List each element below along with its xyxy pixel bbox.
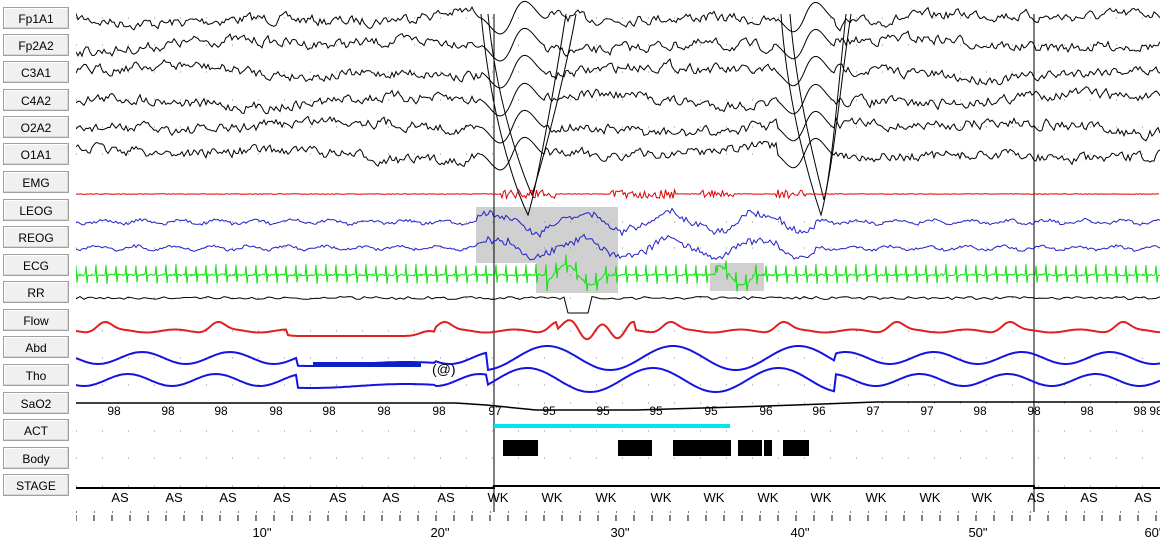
stage-label: WK — [651, 490, 672, 505]
channel-label-ecg[interactable]: ECG — [3, 254, 69, 276]
stage-label: WK — [866, 490, 887, 505]
apnea-event-marker — [313, 362, 421, 367]
stage-label: AS — [382, 490, 400, 505]
stage-label: WK — [758, 490, 779, 505]
sao2-value: 97 — [866, 404, 880, 418]
sao2-value: 98 — [1080, 404, 1094, 418]
channel-label-fp1a1[interactable]: Fp1A1 — [3, 7, 69, 29]
movement-artifact — [789, 13, 852, 201]
channel-label-column: Fp1A1 Fp2A2 C3A1 C4A2 O2A2 O1A1 EMG LEOG REOG ECG… — [0, 0, 76, 547]
channel-label-c4a2[interactable]: C4A2 — [3, 89, 69, 111]
sao2-value: 97 — [920, 404, 934, 418]
emg-trace — [76, 187, 1159, 201]
channel-label-abd[interactable]: Abd — [3, 336, 69, 358]
rr-trace — [76, 295, 1160, 314]
stage-label: WK — [596, 490, 617, 505]
eeg-trace-fp1a1 — [76, 0, 1160, 35]
channel-label-o2a2[interactable]: O2A2 — [3, 116, 69, 138]
activity-block — [764, 440, 772, 456]
channel-label-body[interactable]: Body — [3, 447, 69, 469]
sao2-value: 96 — [759, 404, 773, 418]
stage-label: WK — [488, 490, 509, 505]
sao2-value: 98 — [214, 404, 228, 418]
activity-block — [783, 440, 809, 456]
stage-label: WK — [972, 490, 993, 505]
reog-trace — [76, 233, 1160, 261]
eeg-trace-o2a2 — [76, 109, 1160, 144]
sao2-value: 98 — [107, 404, 121, 418]
sao2-value: 98 — [322, 404, 336, 418]
sao2-value: 98 — [161, 404, 175, 418]
sao2-value: 96 — [812, 404, 826, 418]
time-tick-label: 50" — [968, 525, 987, 540]
activity-block — [673, 440, 731, 456]
time-tick-label: 40" — [790, 525, 809, 540]
desaturation-marker — [494, 424, 730, 428]
sao2-value: 98 — [269, 404, 283, 418]
sao2-value: 98 — [432, 404, 446, 418]
stage-label: AS — [1134, 490, 1152, 505]
channel-label-fp2a2[interactable]: Fp2A2 — [3, 34, 69, 56]
ecg-trace — [76, 254, 1160, 292]
stage-label: WK — [811, 490, 832, 505]
sao2-value: 95 — [649, 404, 663, 418]
stage-label: WK — [542, 490, 563, 505]
flow-trace — [76, 319, 1160, 341]
arousal-shading — [476, 207, 618, 263]
eeg-trace-o1a1 — [76, 136, 1160, 171]
eeg-trace-c3a1 — [76, 54, 1160, 89]
channel-label-tho[interactable]: Tho — [3, 364, 69, 386]
channel-label-reog[interactable]: REOG — [3, 226, 69, 248]
stage-label: AS — [329, 490, 347, 505]
channel-label-leog[interactable]: LEOG — [3, 199, 69, 221]
stage-label: AS — [219, 490, 237, 505]
sao2-value: 98 — [1149, 404, 1160, 418]
activity-block — [503, 440, 538, 456]
activity-block — [618, 440, 652, 456]
stage-label: WK — [704, 490, 725, 505]
sao2-value: 95 — [704, 404, 718, 418]
sao2-value: 98 — [973, 404, 987, 418]
stage-label: AS — [111, 490, 129, 505]
time-tick-label: 30" — [610, 525, 629, 540]
abd-trace — [76, 345, 1160, 372]
channel-label-stage[interactable]: STAGE — [3, 474, 69, 496]
activity-block — [738, 440, 762, 456]
polysomnography-trace-area[interactable]: (@)98 98 98 98 98 98 98 97 95 95 95 95 96 96 97 97 98 98 9… — [76, 0, 1160, 547]
movement-artifact — [480, 13, 567, 217]
channel-label-emg[interactable]: EMG — [3, 171, 69, 193]
eeg-trace-fp2a2 — [76, 27, 1160, 62]
sao2-value: 95 — [542, 404, 556, 418]
stage-label: AS — [437, 490, 455, 505]
time-tick-label: 60" — [1144, 525, 1160, 540]
channel-label-rr[interactable]: RR — [3, 281, 69, 303]
eeg-trace-c4a2 — [76, 82, 1160, 117]
sao2-value: 98 — [377, 404, 391, 418]
stage-label: AS — [165, 490, 183, 505]
leog-trace — [76, 207, 1160, 239]
time-tick-label: 20" — [430, 525, 449, 540]
sao2-value: 98 — [1133, 404, 1147, 418]
channel-label-act[interactable]: ACT — [3, 419, 69, 441]
stage-label: WK — [920, 490, 941, 505]
movement-artifact — [487, 13, 577, 197]
channel-label-flow[interactable]: Flow — [3, 309, 69, 331]
sao2-value: 95 — [596, 404, 610, 418]
stage-label: AS — [1027, 490, 1045, 505]
stage-hypnogram-line — [76, 485, 1160, 489]
channel-label-c3a1[interactable]: C3A1 — [3, 61, 69, 83]
time-tick-label: 10" — [252, 525, 271, 540]
channel-label-sao2[interactable]: SaO2 — [3, 392, 69, 414]
stage-label: AS — [273, 490, 291, 505]
movement-artifact — [780, 13, 847, 217]
stage-label: AS — [1080, 490, 1098, 505]
sao2-trace — [76, 401, 1160, 411]
channel-label-o1a1[interactable]: O1A1 — [3, 143, 69, 165]
annotation-label: (@) — [432, 361, 456, 377]
sao2-value: 97 — [488, 404, 502, 418]
tho-trace — [76, 367, 1160, 394]
sao2-value: 98 — [1027, 404, 1041, 418]
